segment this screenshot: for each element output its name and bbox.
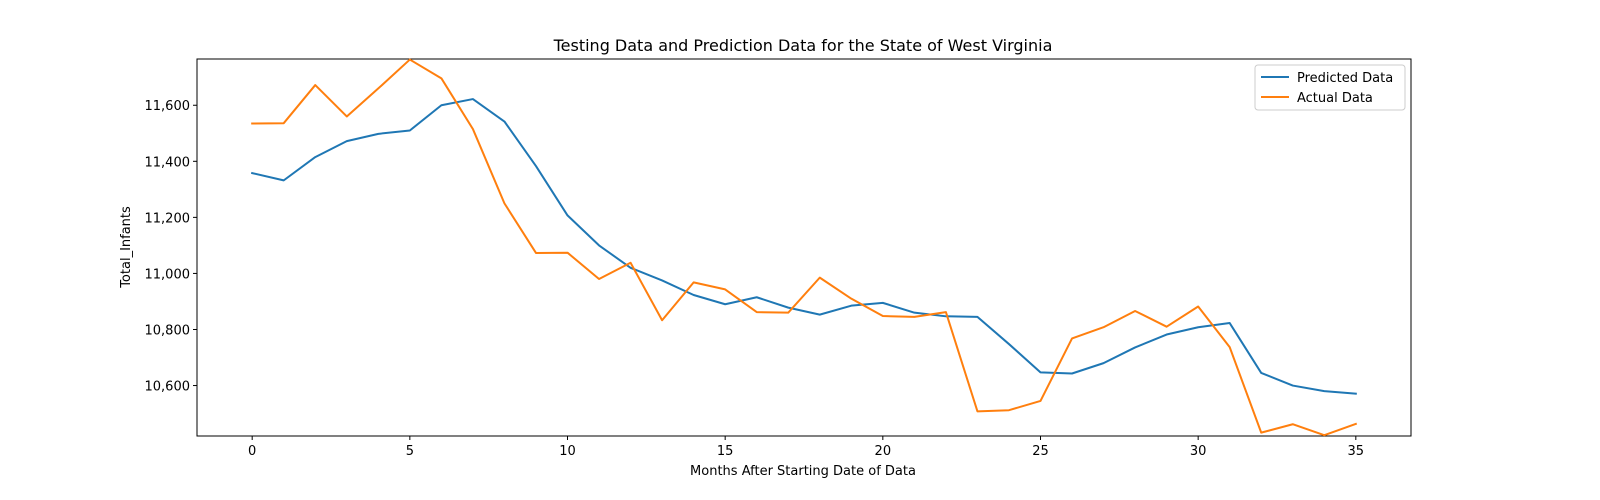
y-tick-label: 11,200: [145, 211, 191, 226]
x-tick-label: 0: [248, 444, 256, 459]
y-tick-label: 11,000: [145, 267, 191, 282]
x-tick-label: 5: [406, 444, 414, 459]
chart-title: Testing Data and Prediction Data for the…: [553, 36, 1053, 55]
y-tick-label: 10,800: [145, 323, 191, 338]
series-line-predicted-data: [250, 98, 1357, 395]
x-tick-label: 15: [717, 444, 734, 459]
y-axis: 10,600 10,800 11,000 11,200 11,400 11,600: [145, 99, 197, 395]
series-line-actual-data: [251, 58, 1358, 437]
y-tick-label: 10,600: [145, 380, 191, 395]
x-axis: 0 5 10 15 20 25 30 35: [248, 436, 1364, 459]
x-axis-title: Months After Starting Date of Data: [690, 464, 916, 479]
legend: Predicted Data Actual Data: [1254, 64, 1406, 111]
x-tick-label: 20: [875, 444, 892, 459]
x-tick-label: 35: [1348, 444, 1365, 459]
series-layer: [250, 58, 1358, 437]
x-tick-label: 30: [1190, 444, 1207, 459]
y-axis-title: Total_Infants: [119, 206, 134, 289]
legend-label-actual-data: Actual Data: [1297, 91, 1373, 106]
legend-entries: Predicted Data Actual Data: [1261, 71, 1393, 106]
x-tick-label: 25: [1032, 444, 1049, 459]
legend-label-predicted-data: Predicted Data: [1297, 71, 1393, 86]
plot-frame: [196, 58, 1412, 437]
y-tick-label: 11,400: [145, 155, 191, 170]
y-tick-label: 11,600: [145, 99, 191, 114]
x-tick-label: 10: [559, 444, 576, 459]
legend-frame: [1254, 64, 1406, 111]
plot-area: 0 5 10 15 20 25 30 35 10,60010,80011,00011,2001…: [145, 58, 1412, 459]
